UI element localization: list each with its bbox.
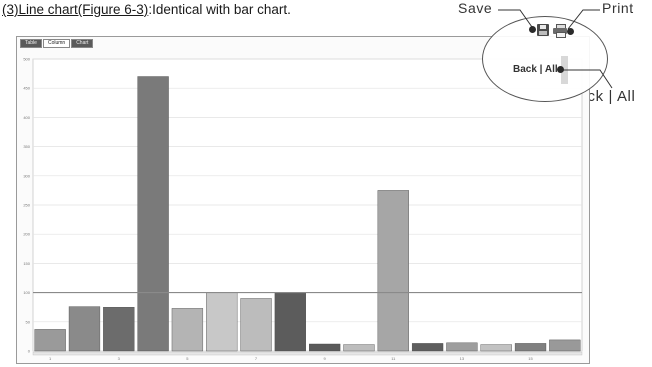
printer-icon[interactable] — [553, 24, 567, 38]
bar-15 — [514, 343, 547, 352]
chart-window: Table Column Chart 0 50 100 150 200 250 300 350… — [16, 36, 590, 364]
back-all-link[interactable]: Back | All — [513, 64, 558, 75]
caption-figure-ref: (3)Line chart(Figure 6-3) — [2, 2, 149, 17]
x-tick-label: 15 — [528, 356, 533, 361]
caption-text: :Identical with bar chart. — [148, 2, 291, 17]
save-callout-label: Save — [458, 0, 493, 16]
x-tick-label: 9 — [324, 356, 327, 361]
print-callout-label: Print — [602, 0, 634, 16]
bar-13 — [446, 342, 478, 352]
bar-2 — [68, 306, 101, 352]
chart-bars — [33, 76, 582, 352]
bar-9 — [309, 343, 341, 352]
y-tick-label: 250 — [23, 203, 30, 208]
print-callout-dot — [567, 28, 574, 35]
y-tick-label: 200 — [23, 232, 30, 237]
x-axis-ticks: 1 3 5 7 9 11 13 15 — [32, 351, 583, 361]
bar-16 — [549, 339, 581, 352]
x-tick-label: 5 — [186, 356, 189, 361]
bar-10 — [343, 344, 375, 352]
bar-7 — [240, 298, 272, 352]
bar-11 — [377, 190, 409, 352]
x-tick-label: 7 — [255, 356, 258, 361]
view-tabs: Table Column Chart — [20, 39, 94, 48]
tab-table[interactable]: Table — [20, 39, 42, 48]
tab-column[interactable]: Column — [42, 39, 71, 48]
y-axis-ticks: 0 50 100 150 200 250 300 350 400 450 500 — [23, 57, 30, 354]
y-tick-label: 450 — [23, 86, 30, 91]
x-scrollbar[interactable] — [32, 351, 583, 356]
y-tick-label: 350 — [23, 144, 30, 149]
bar-1 — [34, 329, 66, 352]
bar-5 — [171, 308, 204, 352]
bar-8 — [274, 292, 306, 352]
x-tick-label: 11 — [391, 356, 396, 361]
bar-6 — [206, 292, 238, 352]
x-tick-label: 13 — [460, 356, 465, 361]
y-tick-label: 500 — [23, 57, 30, 62]
y-tick-label: 0 — [28, 349, 31, 354]
y-tick-label: 300 — [23, 173, 30, 178]
save-callout-dot — [529, 26, 536, 33]
chart-grid — [32, 58, 583, 352]
y-tick-label: 400 — [23, 115, 30, 120]
x-tick-label: 1 — [49, 356, 52, 361]
y-tick-label: 150 — [23, 261, 30, 266]
bar-12 — [411, 343, 444, 352]
section-caption: (3)Line chart(Figure 6-3):Identical with… — [2, 2, 291, 17]
bar-14 — [480, 344, 512, 352]
x-tick-label: 3 — [118, 356, 121, 361]
tab-chart[interactable]: Chart — [71, 39, 94, 48]
bar-4 — [137, 76, 169, 352]
y-tick-label: 100 — [23, 290, 30, 295]
bar-3 — [103, 307, 135, 352]
floppy-disk-icon[interactable] — [537, 24, 549, 36]
y-tick-label: 50 — [26, 319, 31, 324]
back-all-callout-dot — [557, 66, 564, 73]
